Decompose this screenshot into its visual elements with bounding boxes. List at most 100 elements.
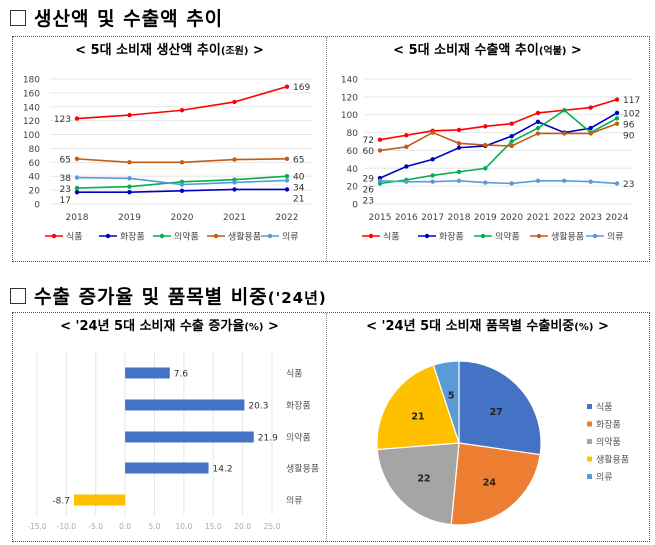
slice-label: 5 [448,390,455,401]
category-label: 화장품 [286,401,311,412]
data-point [483,180,488,185]
legend-label: 생활용품 [228,231,261,243]
growth-chart-title: < '24년 5대 소비재 수출 증가율(%) > [13,313,326,341]
checkbox-square-icon [10,287,26,304]
series-line-생활용품 [379,122,618,152]
data-label-first: 17 [60,196,71,206]
data-label-last: 23 [623,180,634,190]
y-tick-label: 40 [347,165,359,175]
data-point [456,127,462,133]
x-tick-label: 2020 [500,213,523,223]
data-point [284,174,290,179]
data-label: 21.9 [258,434,278,444]
data-point [74,175,80,180]
data-point [614,181,620,186]
data-point [562,108,567,113]
data-label-last: 169 [293,83,310,93]
data-label-first: 65 [60,155,71,165]
legend-label: 화장품 [596,420,621,431]
data-point [588,105,593,110]
x-tick-label: -10.0 [57,522,77,531]
pie-slice-식품 [458,360,542,456]
data-point [284,156,290,162]
data-point [509,139,514,144]
legend-swatch [587,404,592,409]
data-point [588,125,593,131]
data-point [509,121,514,126]
data-label-last: 21 [293,195,304,205]
legend-label: 의약품 [495,231,520,243]
data-point [74,185,80,191]
data-label-last: 90 [623,131,635,141]
x-tick-label: 20.0 [234,522,251,531]
data-point [483,124,488,129]
category-label: 의류 [286,496,303,507]
data-point [509,181,514,186]
section-title-text: 수출 증가율 및 품목별 비중 [34,286,268,308]
legend-marker [480,233,486,239]
legend-label: 화장품 [120,232,145,243]
chart-title-end: > [597,319,609,334]
series-line-식품 [379,98,618,141]
chart-unit: (%) [574,322,594,333]
data-label-last: 117 [623,96,640,106]
legend-label: 의류 [282,232,299,243]
data-point [404,144,409,150]
x-tick-label: 2024 [606,213,629,223]
bar-의약품 [125,431,254,443]
series-line-식품 [76,85,288,120]
x-tick-label: 25.0 [264,522,281,531]
legend-marker [424,233,430,239]
x-tick-label: -5.0 [88,522,103,531]
data-label-first: 123 [54,115,71,125]
category-label: 의약품 [286,432,311,444]
legend-label: 의류 [596,472,613,483]
data-point [74,189,80,195]
data-point [179,108,185,113]
data-point [614,121,620,126]
y-tick-label: 100 [23,131,40,141]
section-title-suffix: ('24년) [267,289,327,307]
data-label-last: 40 [293,173,305,183]
data-label: 14.2 [213,465,233,475]
data-point [179,182,185,187]
section-title-text: 생산액 및 수출액 추이 [34,8,224,30]
data-point [614,110,620,116]
data-point [614,97,620,102]
data-point [483,166,488,171]
data-label-first: 72 [363,136,374,146]
y-tick-label: 160 [23,89,40,99]
x-tick-label: -15.0 [27,522,47,531]
data-point [535,131,541,136]
data-label-last: 102 [623,109,640,119]
data-point [232,187,237,192]
export-chart-title: < 5대 소비재 수출액 추이(억불) > [326,37,649,65]
x-tick-label: 2022 [276,213,299,223]
x-tick-label: 2023 [579,213,602,223]
y-tick-label: 100 [341,111,358,121]
data-label-last: 65 [293,155,304,165]
legend-marker [536,233,542,239]
y-tick-label: 140 [23,103,40,113]
pie-slice-생활용품 [376,364,460,451]
bar-화장품 [125,399,245,411]
legend-marker [368,233,374,239]
data-point [588,131,593,136]
chart-title-end: > [570,43,582,58]
legend-marker [592,233,598,239]
pie-slice-화장품 [450,442,541,526]
data-label-first: 23 [363,197,374,207]
growth-share-box: < '24년 5대 소비재 수출 증가율(%) > < '24년 5대 소비재 … [12,312,650,542]
x-tick-label: 2019 [118,213,141,223]
x-tick-label: 10.0 [176,522,193,531]
data-point [456,141,462,146]
y-tick-label: 180 [23,76,40,86]
category-label: 식품 [286,369,303,380]
trend-charts-box: < 5대 소비재 생산액 추이(조원) > < 5대 소비재 수출액 추이(억불… [12,36,650,262]
data-point [179,160,185,165]
checkbox-square-icon [10,9,26,26]
data-point [232,99,237,105]
x-tick-label: 0.0 [119,522,131,531]
legend-marker [105,233,111,239]
data-label-first: 23 [60,185,71,195]
